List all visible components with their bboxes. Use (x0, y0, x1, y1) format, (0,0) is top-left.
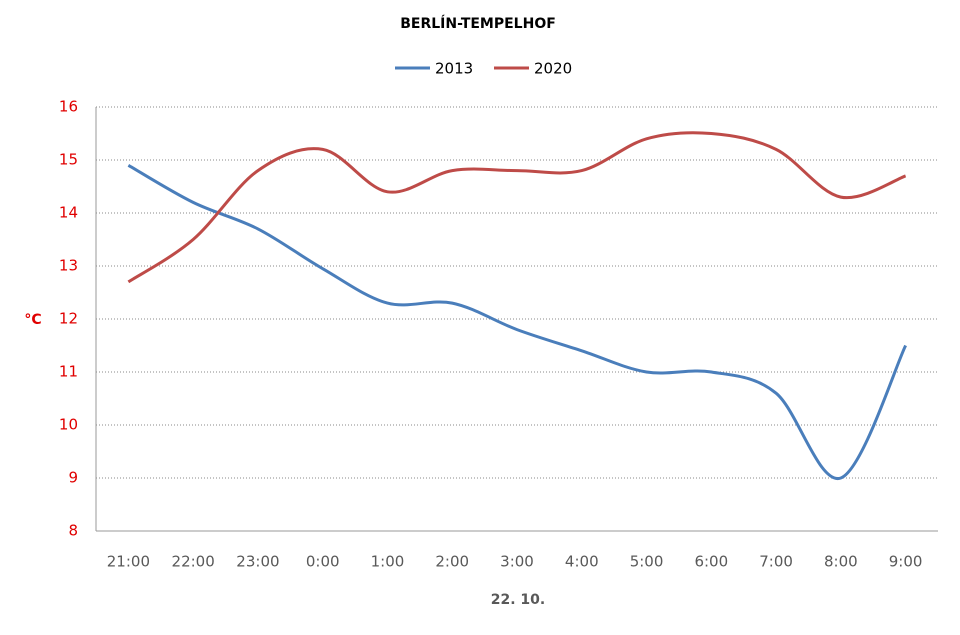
x-tick-label: 3:00 (500, 553, 534, 571)
x-tick-label: 5:00 (630, 553, 664, 571)
x-tick-label: 9:00 (889, 553, 923, 571)
y-tick-label: 15 (59, 151, 78, 169)
y-axis-label: °C (24, 312, 41, 328)
y-tick-label: 9 (68, 469, 78, 487)
y-tick-label: 11 (59, 363, 78, 381)
y-tick-label: 10 (59, 416, 78, 434)
series-line (127, 131, 907, 284)
x-tick-label: 0:00 (306, 553, 340, 571)
y-tick-label: 8 (68, 522, 78, 540)
chart-title: BERLÍN-TEMPELHOF (400, 15, 556, 32)
x-tick-label: 2:00 (435, 553, 469, 571)
x-tick-label: 21:00 (107, 553, 150, 571)
x-tick-label: 22:00 (172, 553, 215, 571)
legend-label: 2020 (534, 60, 572, 78)
y-tick-label: 13 (59, 257, 78, 275)
y-tick-label: 16 (59, 98, 78, 116)
x-tick-label: 8:00 (824, 553, 858, 571)
x-tick-label: 6:00 (694, 553, 728, 571)
x-tick-label: 23:00 (236, 553, 279, 571)
series-line (127, 163, 907, 480)
x-tick-label: 1:00 (371, 553, 405, 571)
y-tick-label: 12 (59, 310, 78, 328)
x-axis-label: 22. 10. (491, 592, 545, 608)
x-tick-label: 4:00 (565, 553, 599, 571)
legend-label: 2013 (435, 60, 473, 78)
y-tick-label: 14 (59, 204, 78, 222)
x-tick-label: 7:00 (759, 553, 793, 571)
